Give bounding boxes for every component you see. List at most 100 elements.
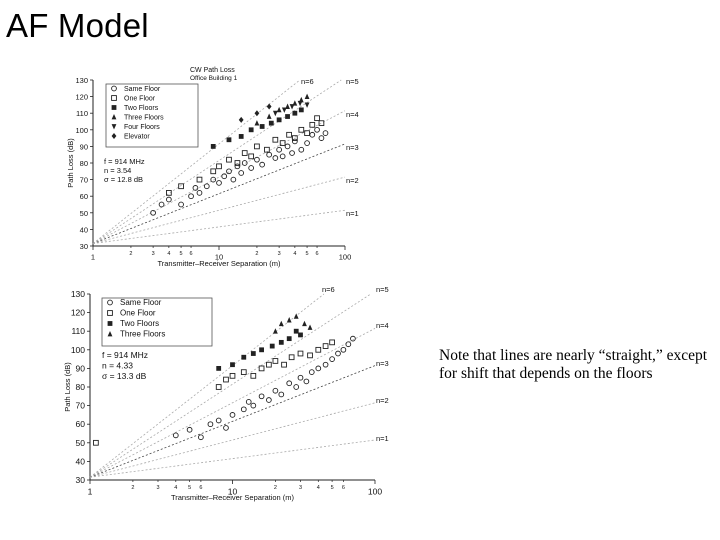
y-tick-label: 120 bbox=[71, 308, 85, 318]
y-tick-label: 70 bbox=[80, 176, 88, 185]
slide-note: Note that lines are nearly “straight,” e… bbox=[439, 347, 708, 382]
data-point bbox=[292, 110, 298, 116]
x-minor-tick-label: 2 bbox=[255, 251, 258, 257]
x-minor-tick-label: 2 bbox=[131, 485, 134, 491]
y-tick-label: 100 bbox=[75, 126, 88, 135]
path-loss-chart-1: n=1n=2n=3n=4n=5n=63040506070809010011012… bbox=[66, 67, 359, 268]
data-point bbox=[314, 126, 320, 133]
data-point bbox=[150, 209, 156, 216]
reference-line bbox=[89, 439, 376, 478]
x-minor-tick-label: 4 bbox=[174, 485, 177, 491]
data-point bbox=[298, 332, 303, 338]
data-point bbox=[292, 135, 298, 141]
data-point bbox=[223, 376, 229, 383]
stats-annotation: n = 4.33 bbox=[102, 361, 133, 371]
data-point bbox=[258, 393, 265, 400]
reference-line-label: n=5 bbox=[376, 285, 389, 294]
slide-title: AF Model bbox=[6, 7, 149, 44]
data-point bbox=[297, 350, 304, 357]
reference-line bbox=[89, 293, 325, 478]
data-point bbox=[329, 339, 335, 346]
data-point bbox=[238, 116, 244, 123]
data-point bbox=[254, 120, 260, 126]
x-tick-label: 1 bbox=[88, 487, 93, 497]
data-point bbox=[298, 107, 304, 113]
legend-label: Same Floor bbox=[120, 298, 162, 307]
data-point bbox=[272, 387, 279, 394]
data-point bbox=[172, 432, 179, 439]
y-tick-label: 130 bbox=[71, 289, 85, 299]
reference-line-label: n=1 bbox=[346, 209, 359, 218]
data-point bbox=[303, 378, 310, 385]
legend-label: Three Floors bbox=[120, 330, 165, 339]
data-point bbox=[308, 369, 315, 375]
data-point bbox=[304, 102, 310, 108]
path-loss-chart-2: n=1n=2n=3n=4n=5n=63040506070809010011012… bbox=[63, 285, 389, 502]
data-point bbox=[304, 130, 310, 136]
x-minor-tick-label: 5 bbox=[306, 251, 309, 257]
x-tick-label: 100 bbox=[339, 253, 352, 262]
data-point bbox=[216, 180, 222, 186]
x-tick-label: 100 bbox=[368, 487, 382, 497]
y-tick-label: 30 bbox=[76, 475, 86, 485]
legend-marker bbox=[111, 124, 117, 130]
data-point bbox=[318, 120, 325, 127]
x-minor-tick-label: 3 bbox=[156, 485, 159, 491]
data-point bbox=[266, 397, 272, 403]
data-point bbox=[241, 354, 247, 360]
data-point bbox=[286, 131, 292, 138]
data-point bbox=[286, 317, 292, 323]
data-point bbox=[229, 372, 236, 379]
data-point bbox=[268, 120, 274, 126]
data-point bbox=[210, 176, 217, 183]
y-axis-label: Path Loss (dB) bbox=[63, 362, 72, 412]
y-axis-label: Path Loss (dB) bbox=[66, 138, 75, 188]
path-loss-figure-1: n=1 n=2 n=3 n=4 n=5 n=6 30 40 50 60 70 80 90 100 110 12… bbox=[40, 42, 410, 280]
data-point bbox=[241, 150, 248, 156]
reference-line-label: n=6 bbox=[301, 77, 314, 86]
data-point bbox=[248, 153, 255, 160]
data-point bbox=[210, 168, 217, 175]
data-point bbox=[276, 106, 282, 113]
reference-line-label: n=4 bbox=[346, 110, 359, 119]
data-point bbox=[196, 176, 203, 183]
data-point bbox=[166, 196, 172, 203]
data-point bbox=[315, 365, 322, 372]
y-tick-label: 40 bbox=[80, 225, 88, 234]
legend-marker bbox=[107, 299, 113, 306]
data-point bbox=[272, 358, 279, 364]
y-tick-label: 110 bbox=[76, 109, 88, 118]
data-point bbox=[309, 131, 316, 138]
y-tick-label: 110 bbox=[71, 326, 85, 336]
legend-marker bbox=[107, 310, 113, 316]
reference-line-label: n=2 bbox=[376, 396, 389, 405]
data-point bbox=[266, 113, 272, 119]
data-point bbox=[289, 150, 295, 156]
data-point bbox=[240, 406, 247, 413]
legend-label: Three Floors bbox=[124, 115, 164, 122]
legend-label: One Floor bbox=[120, 309, 156, 318]
data-point bbox=[250, 372, 257, 379]
data-point bbox=[238, 134, 244, 139]
data-point bbox=[272, 328, 278, 334]
legend-marker bbox=[111, 133, 117, 139]
data-point bbox=[230, 176, 237, 183]
data-point bbox=[279, 153, 286, 160]
reference-line bbox=[92, 79, 342, 244]
data-point bbox=[238, 170, 245, 176]
data-point bbox=[272, 155, 279, 161]
x-minor-tick-label: 3 bbox=[152, 251, 155, 257]
x-axis-label: Transmitter–Receiver Separation (m) bbox=[157, 259, 281, 268]
data-point bbox=[298, 146, 305, 153]
y-tick-label: 50 bbox=[76, 438, 86, 448]
x-tick-label: 10 bbox=[215, 253, 223, 262]
reference-line bbox=[92, 209, 346, 244]
legend-label: Four Floors bbox=[124, 124, 160, 131]
data-point bbox=[241, 160, 248, 166]
reference-line-label: n=3 bbox=[376, 359, 389, 368]
reference-line-label: n=1 bbox=[376, 434, 389, 443]
data-point bbox=[288, 354, 295, 361]
y-tick-label: 60 bbox=[80, 192, 88, 201]
x-minor-tick-label: 5 bbox=[188, 485, 191, 491]
data-point bbox=[279, 140, 286, 146]
